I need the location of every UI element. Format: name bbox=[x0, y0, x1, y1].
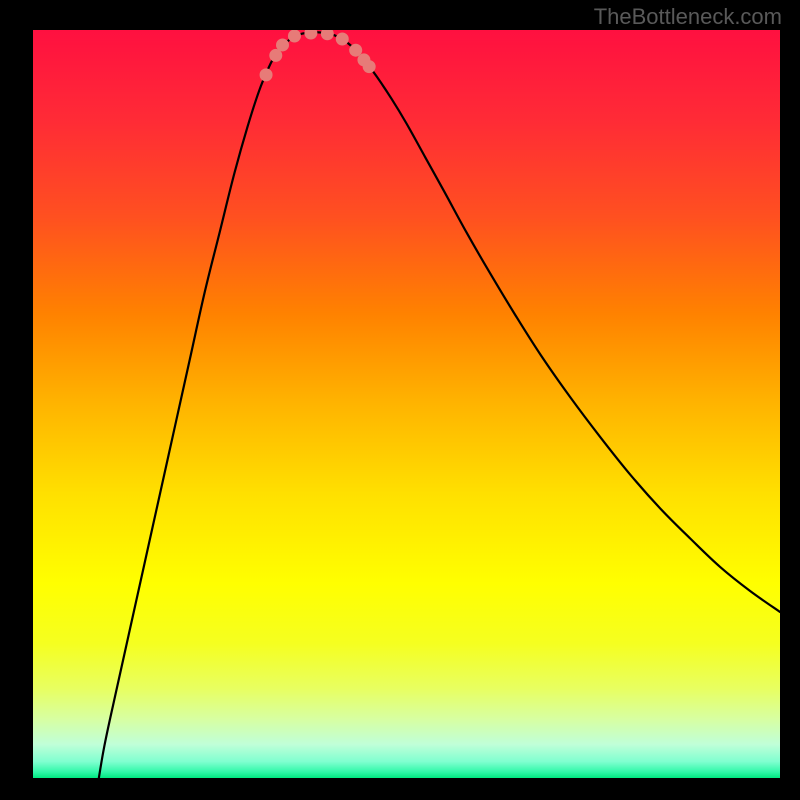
valley-marker bbox=[304, 30, 317, 39]
watermark-text: TheBottleneck.com bbox=[594, 4, 782, 30]
valley-marker bbox=[288, 30, 301, 42]
valley-marker bbox=[321, 30, 334, 40]
chart-frame: TheBottleneck.com bbox=[0, 0, 800, 800]
plot-area bbox=[33, 30, 780, 778]
curve-path bbox=[97, 32, 781, 778]
valley-marker bbox=[276, 38, 289, 51]
valley-marker bbox=[260, 68, 273, 81]
bottleneck-curve bbox=[33, 30, 780, 778]
valley-marker bbox=[363, 60, 376, 73]
valley-marker bbox=[336, 32, 349, 45]
